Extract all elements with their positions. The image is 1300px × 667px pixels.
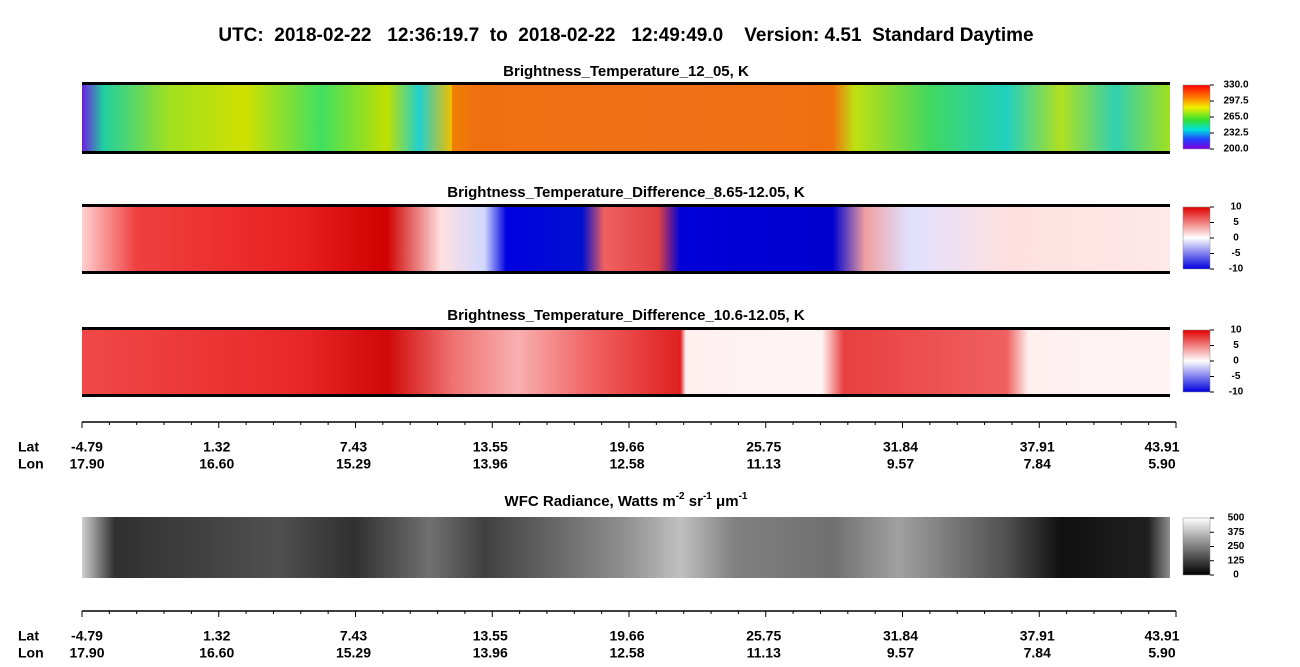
lat-label: 37.91	[1020, 439, 1055, 455]
lon-label: 5.90	[1148, 645, 1175, 661]
lat-label: 43.91	[1144, 628, 1179, 644]
lon-label: 12.58	[609, 456, 644, 472]
image-strip	[82, 329, 1170, 395]
colorbar-label: 250	[1228, 541, 1245, 552]
lon-label: 9.57	[887, 456, 914, 472]
lat-label: 31.84	[883, 628, 918, 644]
colorbar-label: -5	[1232, 248, 1241, 259]
lat-label: 1.32	[203, 628, 230, 644]
page-title: UTC: 2018-02-22 12:36:19.7 to 2018-02-22…	[218, 25, 1033, 46]
colorbar	[1182, 84, 1211, 150]
colorbar-label: 0	[1233, 233, 1239, 244]
colorbar-label: 375	[1228, 527, 1245, 538]
lat-label: 31.84	[883, 439, 918, 455]
lon-label: 5.90	[1148, 456, 1175, 472]
strip-border-top	[82, 204, 1170, 207]
strip-border-bottom	[82, 151, 1170, 154]
title-text: Brightness_Temperature_Difference_8.65-1…	[447, 184, 805, 201]
lat-label: 25.75	[746, 628, 781, 644]
title-superscript: -1	[703, 491, 712, 502]
colorbar-label: 125	[1228, 555, 1245, 566]
lat-label: -4.79	[71, 628, 103, 644]
row-label: Lat	[18, 439, 39, 455]
lon-label: 17.90	[69, 456, 104, 472]
colorbar-label: 5	[1233, 340, 1239, 351]
panel-title: Brightness_Temperature_Difference_10.6-1…	[447, 307, 805, 324]
colorbar-label: 297.5	[1223, 96, 1248, 107]
colorbar-label: 0	[1233, 570, 1239, 581]
lat-label: 7.43	[340, 439, 367, 455]
colorbar-label: 10	[1230, 325, 1242, 336]
lat-label: 19.66	[609, 628, 644, 644]
colorbar-label: 330.0	[1223, 80, 1248, 91]
colorbar	[1182, 206, 1211, 270]
panel-title: Brightness_Temperature_Difference_8.65-1…	[447, 184, 805, 201]
lat-label: 1.32	[203, 439, 230, 455]
title-text: Brightness_Temperature_12_05, K	[503, 63, 749, 80]
colorbar-label: -10	[1229, 387, 1244, 398]
colorbar-label: 200.0	[1223, 144, 1248, 155]
image-strip	[82, 517, 1170, 578]
lon-label: 12.58	[609, 645, 644, 661]
panel-title: Brightness_Temperature_12_05, K	[503, 63, 749, 80]
lon-label: 16.60	[199, 645, 234, 661]
strip-border-bottom	[82, 271, 1170, 274]
lat-label: 43.91	[1144, 439, 1179, 455]
lat-label: 13.55	[473, 628, 508, 644]
lon-label: 13.96	[473, 645, 508, 661]
row-label: Lon	[18, 645, 44, 661]
lat-label: 25.75	[746, 439, 781, 455]
strip-border-bottom	[82, 394, 1170, 397]
lon-label: 15.29	[336, 456, 371, 472]
colorbar-label: 500	[1228, 513, 1245, 524]
lat-label: 7.43	[340, 628, 367, 644]
title-text: WFC Radiance, Watts m	[505, 493, 676, 510]
colorbar-label: 0	[1233, 356, 1239, 367]
lon-label: 7.84	[1024, 645, 1051, 661]
lon-label: 11.13	[747, 645, 781, 661]
colorbar-label: 5	[1233, 217, 1239, 228]
title-text: μm	[712, 493, 739, 510]
colorbar	[1182, 329, 1211, 393]
title-superscript: -2	[676, 491, 685, 502]
strip-border-top	[82, 327, 1170, 330]
title-text: sr	[685, 493, 704, 510]
panel-title: WFC Radiance, Watts m-2 sr-1 μm-1	[505, 491, 748, 510]
strip-border-top	[82, 82, 1170, 85]
row-label: Lon	[18, 456, 44, 472]
colorbar-label: 232.5	[1223, 128, 1248, 139]
image-strip	[82, 206, 1170, 272]
lon-label: 16.60	[199, 456, 234, 472]
colorbar-label: -5	[1232, 371, 1241, 382]
lon-label: 11.13	[747, 456, 781, 472]
lon-label: 17.90	[69, 645, 104, 661]
colorbar	[1182, 517, 1211, 576]
colorbar-label: 265.0	[1223, 112, 1248, 123]
lat-label: -4.79	[71, 439, 103, 455]
image-strip	[82, 84, 1170, 152]
title-superscript: -1	[739, 491, 748, 502]
lat-label: 37.91	[1020, 628, 1055, 644]
row-label: Lat	[18, 628, 39, 644]
colorbar-label: -10	[1229, 264, 1244, 275]
lat-label: 13.55	[473, 439, 508, 455]
lon-label: 13.96	[473, 456, 508, 472]
lon-label: 15.29	[336, 645, 371, 661]
lon-label: 7.84	[1024, 456, 1051, 472]
title-text: Brightness_Temperature_Difference_10.6-1…	[447, 307, 805, 324]
lon-label: 9.57	[887, 645, 914, 661]
lat-label: 19.66	[609, 439, 644, 455]
colorbar-label: 10	[1230, 202, 1242, 213]
